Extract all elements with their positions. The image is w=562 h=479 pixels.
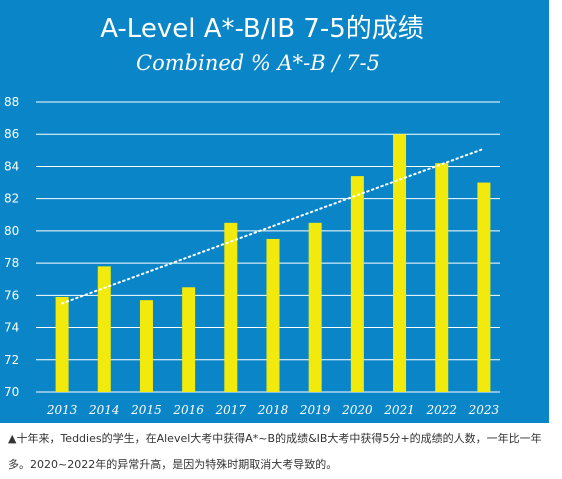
y-tick-label: 84 [4,159,19,173]
y-tick-label: 70 [4,385,19,399]
y-tick-label: 74 [4,321,19,335]
bar-2018 [266,238,280,392]
y-axis-ticks: 70 72 74 76 78 80 82 84 86 88 [4,95,19,399]
chart-subtitle: Combined % A*-B / 7-5 [136,51,380,75]
y-tick-label: 76 [4,288,19,302]
bar-2020 [350,176,364,392]
y-tick-label: 78 [4,256,19,270]
chart-title: A-Level A*-B/IB 7-5的成绩 [100,14,424,44]
y-tick-label: 86 [4,127,19,141]
bars [55,134,491,392]
bar-2023 [477,182,491,392]
figure-caption: ▲十年来，Teddies的学生，在Alevel大考中获得A*~B的成绩&IB大考… [8,432,542,471]
x-tick-label: 2015 [130,403,162,417]
bar-2017 [224,222,238,392]
y-tick-label: 80 [4,224,19,238]
bar-2022 [435,163,449,392]
bar-2016 [182,287,196,392]
bar-2013 [55,296,69,392]
y-tick-label: 88 [4,95,19,109]
bar-2014 [97,266,111,392]
y-tick-label: 82 [4,192,19,206]
x-tick-label: 2021 [383,403,415,417]
x-tick-label: 2022 [425,403,457,417]
bar-2021 [393,134,407,392]
x-tick-label: 2019 [299,403,331,417]
bar-chart: A-Level A*-B/IB 7-5的成绩 Combined % A*-B /… [4,14,500,417]
x-tick-label: 2023 [468,403,500,417]
x-tick-label: 2013 [46,403,78,417]
x-tick-label: 2014 [88,403,120,417]
x-tick-label: 2018 [257,403,289,417]
chart-panel: A-Level A*-B/IB 7-5的成绩 Combined % A*-B /… [0,0,549,423]
x-tick-label: 2016 [172,403,204,417]
trend-line [61,147,485,305]
x-tick-label: 2017 [215,403,247,417]
x-tick-label: 2020 [341,403,373,417]
x-axis-ticks: 2013 2014 2015 2016 2017 2018 2019 2020 2021 2022… [46,403,500,417]
bar-2019 [308,222,322,392]
y-tick-label: 72 [4,353,19,367]
bar-2015 [139,300,153,392]
